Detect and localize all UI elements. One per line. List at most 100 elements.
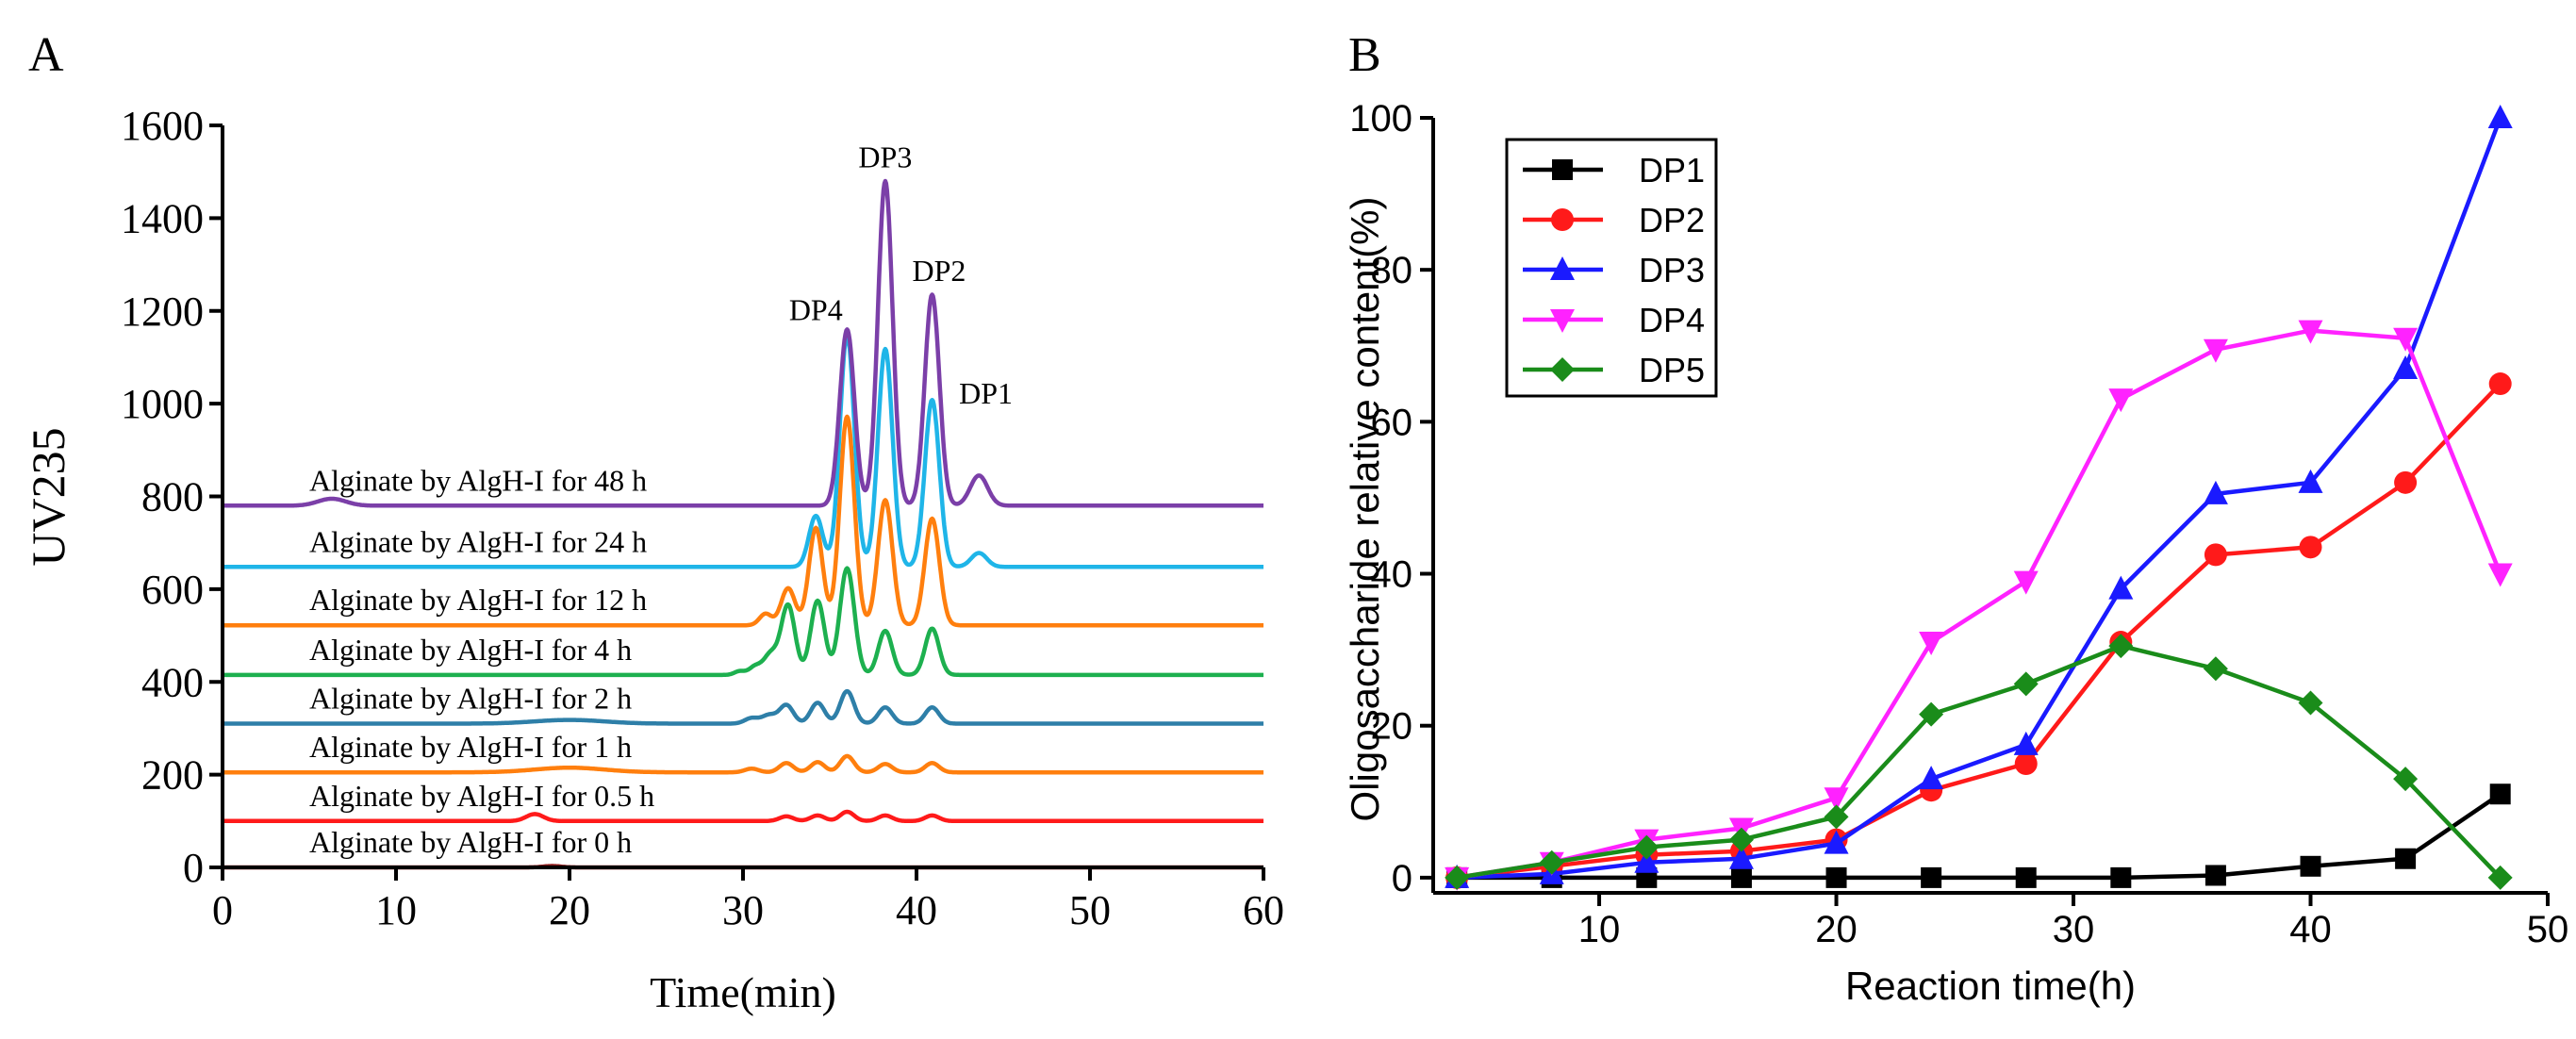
point-dp3 bbox=[2108, 575, 2134, 600]
a-y-tick-label: 400 bbox=[141, 659, 204, 705]
point-dp4 bbox=[2108, 388, 2134, 413]
a-trace-labels: Alginate by AlgH-I for 0 h Alginate by Al… bbox=[309, 463, 654, 859]
a-x-tick-label: 20 bbox=[549, 887, 590, 933]
b-legend: DP1 DP2 DP3 DP4 DP5 bbox=[1505, 138, 1718, 398]
b-x-ticks: 10 20 30 40 50 bbox=[1578, 893, 2568, 950]
point-dp4 bbox=[2487, 563, 2513, 587]
peak-label-dp1: DP1 bbox=[959, 376, 1013, 410]
trace-5 bbox=[221, 414, 1265, 628]
series-line-dp2 bbox=[1456, 382, 2502, 881]
point-dp3 bbox=[2298, 469, 2323, 493]
a-y-tick-label: 1000 bbox=[121, 381, 204, 427]
b-y-tick-label: 60 bbox=[1371, 402, 1413, 443]
legend-marker-dp5 bbox=[1550, 357, 1575, 382]
a-y-tick-label: 200 bbox=[141, 752, 204, 799]
point-dp1 bbox=[2204, 865, 2226, 886]
point-dp5 bbox=[1445, 865, 1470, 890]
b-y-axis-title: Oligosaccharide relative content(%) bbox=[1343, 197, 1387, 822]
series-line-dp5 bbox=[1456, 643, 2502, 881]
point-dp5 bbox=[1728, 827, 1754, 852]
chromatogram-chart: 0 200 400 600 800 1000 1200 1400 1600 0 10 20 30 40 5… bbox=[22, 103, 1284, 1016]
legend-marker-dp4 bbox=[1550, 309, 1575, 333]
trace-7 bbox=[221, 178, 1265, 508]
b-x-tick-label: 10 bbox=[1578, 909, 1621, 950]
point-dp2 bbox=[2014, 752, 2038, 775]
point-dp3 bbox=[2203, 480, 2228, 504]
a-x-axis-title: Time(min) bbox=[650, 968, 836, 1016]
legend-marker-dp1 bbox=[1552, 159, 1573, 180]
point-dp5 bbox=[1824, 804, 1849, 830]
point-dp2 bbox=[2204, 543, 2227, 567]
point-dp3 bbox=[1634, 849, 1660, 873]
point-dp1 bbox=[2395, 848, 2417, 869]
b-axes bbox=[1431, 118, 2548, 895]
trace-6 bbox=[221, 333, 1265, 569]
point-dp4 bbox=[2013, 570, 2039, 595]
point-dp4 bbox=[2393, 327, 2419, 352]
panel-label-a: A bbox=[28, 28, 64, 82]
legend-label-dp2: DP2 bbox=[1639, 201, 1705, 239]
point-dp1 bbox=[2300, 855, 2321, 877]
point-dp2 bbox=[2394, 470, 2418, 494]
a-x-tick-label: 60 bbox=[1243, 887, 1284, 933]
point-dp3 bbox=[1919, 766, 1944, 790]
point-dp1 bbox=[2110, 866, 2132, 888]
point-dp5 bbox=[2487, 865, 2513, 890]
point-dp4 bbox=[2203, 338, 2228, 363]
b-x-tick-label: 20 bbox=[1815, 909, 1858, 950]
point-dp3 bbox=[1824, 830, 1849, 854]
point-dp1 bbox=[2489, 783, 2511, 805]
point-dp5 bbox=[1919, 701, 1944, 727]
b-x-tick-label: 30 bbox=[2053, 909, 2095, 950]
point-dp4 bbox=[1919, 632, 1944, 656]
trace-1 bbox=[221, 809, 1265, 824]
legend-marker-dp3 bbox=[1550, 256, 1575, 280]
point-dp1 bbox=[2015, 866, 2037, 888]
b-y-tick-label: 40 bbox=[1371, 554, 1413, 596]
trace-label-5: Alginate by AlgH-I for 12 h bbox=[309, 583, 647, 617]
trace-label-3: Alginate by AlgH-I for 2 h bbox=[309, 682, 632, 716]
series-line-dp4 bbox=[1456, 328, 2502, 881]
legend-marker-dp2 bbox=[1551, 208, 1574, 231]
trace-2 bbox=[221, 753, 1265, 775]
a-x-tick-label: 30 bbox=[722, 887, 764, 933]
point-dp5 bbox=[2298, 690, 2323, 716]
peak-label-dp2: DP2 bbox=[912, 254, 966, 288]
a-y-tick-label: 1400 bbox=[121, 195, 204, 241]
b-x-tick-label: 50 bbox=[2527, 909, 2569, 950]
point-dp4 bbox=[2298, 320, 2323, 344]
a-y-ticks: 0 200 400 600 800 1000 1200 1400 1600 bbox=[121, 103, 223, 891]
legend-label-dp4: DP4 bbox=[1639, 301, 1705, 339]
a-y-axis-title: UV235 bbox=[22, 427, 74, 566]
point-dp5 bbox=[1539, 849, 1564, 875]
a-y-tick-label: 1600 bbox=[121, 103, 204, 149]
trace-label-4: Alginate by AlgH-I for 4 h bbox=[309, 633, 632, 667]
trace-3 bbox=[221, 688, 1265, 726]
b-y-tick-label: 100 bbox=[1349, 98, 1412, 140]
chromatogram-traces bbox=[221, 178, 1265, 870]
peak-label-dp3: DP3 bbox=[858, 140, 912, 173]
point-dp3 bbox=[2393, 355, 2419, 379]
point-dp3 bbox=[2013, 731, 2039, 755]
a-x-tick-label: 10 bbox=[375, 887, 417, 933]
b-y-tick-label: 0 bbox=[1392, 858, 1412, 899]
a-x-tick-label: 0 bbox=[212, 887, 233, 933]
b-x-tick-label: 40 bbox=[2289, 909, 2332, 950]
a-x-tick-label: 50 bbox=[1069, 887, 1111, 933]
trace-label-1: Alginate by AlgH-I for 0.5 h bbox=[309, 779, 654, 813]
b-y-tick-label: 20 bbox=[1371, 706, 1413, 748]
point-dp2 bbox=[2299, 536, 2322, 559]
b-x-axis-title: Reaction time(h) bbox=[1845, 964, 2136, 1008]
a-y-tick-label: 1200 bbox=[121, 289, 204, 335]
point-dp1 bbox=[1730, 866, 1752, 888]
panel-label-b: B bbox=[1348, 28, 1381, 82]
trace-label-7: Alginate by AlgH-I for 48 h bbox=[309, 463, 647, 497]
point-dp4 bbox=[1824, 787, 1849, 812]
point-dp5 bbox=[2108, 634, 2134, 659]
trace-label-0: Alginate by AlgH-I for 0 h bbox=[309, 825, 632, 859]
point-dp5 bbox=[2393, 767, 2419, 792]
series-line-dp1 bbox=[1457, 792, 2502, 881]
point-dp5 bbox=[2013, 671, 2039, 697]
